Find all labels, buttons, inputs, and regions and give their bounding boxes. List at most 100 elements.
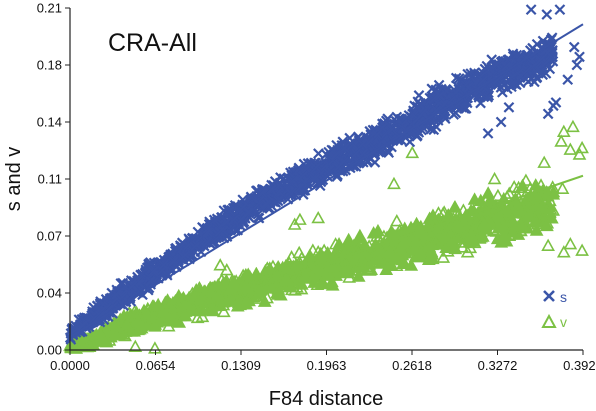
point-v xyxy=(371,223,385,237)
point-v xyxy=(422,237,437,250)
point-v xyxy=(456,235,471,248)
x-tick-label: 0.3272 xyxy=(478,358,518,373)
legend-label-v: v xyxy=(560,314,567,330)
point-v xyxy=(148,341,162,354)
point-s xyxy=(568,41,580,53)
x-tick-label: 0.1309 xyxy=(221,358,261,373)
point-v xyxy=(436,225,451,239)
point-s xyxy=(503,101,515,113)
point-v xyxy=(205,284,220,297)
point-v xyxy=(502,186,517,199)
point-v xyxy=(519,173,533,186)
point-v xyxy=(277,279,292,293)
point-v xyxy=(526,191,540,204)
y-tick-label: 0.21 xyxy=(37,1,62,16)
point-v xyxy=(294,251,309,264)
legend: s v xyxy=(541,289,567,330)
point-v xyxy=(448,200,462,213)
point-v xyxy=(272,261,287,275)
point-v xyxy=(367,250,381,263)
point-v xyxy=(471,228,486,242)
point-v xyxy=(363,251,378,265)
point-v xyxy=(507,179,522,193)
point-v xyxy=(77,332,91,345)
point-v xyxy=(216,304,231,318)
point-v xyxy=(506,225,520,238)
point-v xyxy=(281,260,295,273)
point-v xyxy=(421,250,436,263)
point-s xyxy=(571,59,583,71)
point-v xyxy=(539,199,554,213)
x-tick-label: 0.0654 xyxy=(136,358,176,373)
point-v xyxy=(517,214,532,227)
point-v xyxy=(362,260,377,273)
point-v xyxy=(447,239,461,252)
point-s xyxy=(313,148,324,159)
point-v xyxy=(327,257,342,270)
point-v xyxy=(146,307,161,320)
point-v xyxy=(497,200,511,214)
point-v xyxy=(526,196,541,209)
point-v xyxy=(514,223,528,237)
point-v xyxy=(241,267,256,280)
point-v xyxy=(528,213,543,227)
point-v xyxy=(385,252,400,265)
point-v xyxy=(472,225,487,238)
point-v xyxy=(387,176,401,190)
point-v xyxy=(572,147,587,160)
point-v xyxy=(338,253,353,266)
point-v xyxy=(289,257,304,271)
point-v xyxy=(293,212,307,225)
point-v xyxy=(467,192,482,205)
point-v xyxy=(529,223,544,236)
point-v xyxy=(436,250,451,263)
legend-marker-s xyxy=(543,290,555,302)
point-v xyxy=(554,134,569,147)
y-tick-label: 0.07 xyxy=(37,229,62,244)
point-v xyxy=(128,339,143,352)
point-v xyxy=(541,238,555,251)
point-v xyxy=(198,302,212,316)
chart-title: CRA-All xyxy=(108,29,197,57)
point-v xyxy=(322,268,336,281)
legend-label-s: s xyxy=(560,289,567,305)
y-axis-title: s and v xyxy=(3,147,25,211)
point-v xyxy=(452,219,467,233)
point-v xyxy=(386,226,400,240)
point-v xyxy=(389,214,404,227)
point-v xyxy=(193,291,207,304)
point-v xyxy=(555,181,570,194)
point-v xyxy=(328,237,343,250)
point-v xyxy=(325,278,340,291)
point-v xyxy=(483,192,497,206)
point-v xyxy=(517,202,532,216)
point-v xyxy=(131,310,145,323)
x-tick-label: 0.0000 xyxy=(50,358,90,373)
point-v xyxy=(500,212,515,226)
point-v xyxy=(251,291,265,304)
point-v xyxy=(407,233,422,246)
point-v xyxy=(346,265,361,278)
point-s xyxy=(574,51,585,63)
point-v xyxy=(546,184,561,198)
point-v xyxy=(494,235,509,248)
point-v xyxy=(298,268,312,282)
point-v xyxy=(536,215,551,228)
point-v xyxy=(382,245,397,258)
y-tick-label: 0.00 xyxy=(37,343,62,358)
point-v xyxy=(178,307,192,321)
point-v xyxy=(405,145,420,159)
point-v xyxy=(290,280,304,293)
point-s xyxy=(550,97,562,108)
point-v xyxy=(491,188,505,202)
point-v xyxy=(237,276,252,289)
point-v xyxy=(556,245,571,258)
x-tick-label: 0.3927 xyxy=(563,358,596,373)
series-s xyxy=(64,4,585,345)
point-v xyxy=(320,246,335,259)
point-v xyxy=(190,310,205,324)
point-v xyxy=(575,243,589,256)
point-v xyxy=(262,261,277,274)
y-tick-label: 0.04 xyxy=(37,286,62,301)
